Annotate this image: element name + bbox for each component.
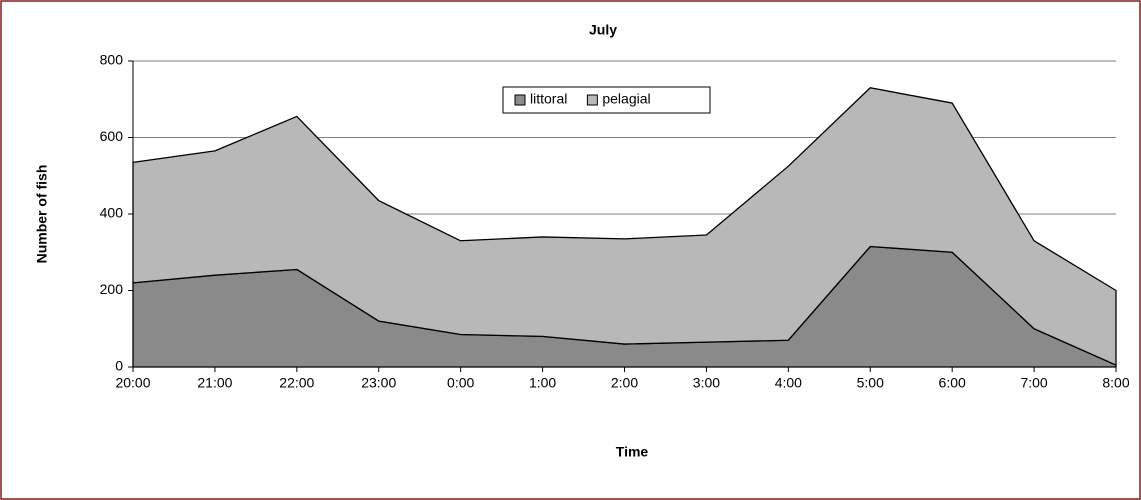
x-tick-label: 22:00 (279, 375, 314, 391)
legend-swatch (514, 94, 526, 106)
x-tick-label: 0:00 (447, 375, 474, 391)
x-tick-label: 3:00 (693, 375, 720, 391)
y-tick-label: 800 (100, 52, 124, 68)
area (132, 87, 1117, 366)
x-tick-label: 2:00 (611, 375, 638, 391)
chart-title: July (589, 22, 617, 38)
x-tick-label: 20:00 (115, 375, 150, 391)
y-tick-label: 0 (115, 358, 123, 374)
legend-swatch (586, 94, 598, 106)
y-tick-label: 400 (100, 205, 124, 221)
x-tick-label: 5:00 (857, 375, 884, 391)
y-tick-label: 600 (100, 128, 124, 144)
x-tick-label: 21:00 (197, 375, 232, 391)
x-tick-label: 1:00 (529, 375, 556, 391)
legend-label: pelagial (602, 91, 650, 107)
x-tick-label: 4:00 (775, 375, 802, 391)
y-axis-label: Number of fish (34, 165, 50, 264)
x-axis-label: Time (616, 444, 649, 460)
x-tick-label: 7:00 (1020, 375, 1047, 391)
x-tick-label: 6:00 (939, 375, 966, 391)
y-tick-label: 200 (100, 281, 124, 297)
x-tick-label: 8:00 (1102, 375, 1129, 391)
legend-box (502, 86, 711, 114)
legend-label: littoral (530, 91, 567, 107)
x-tick-label: 23:00 (361, 375, 396, 391)
